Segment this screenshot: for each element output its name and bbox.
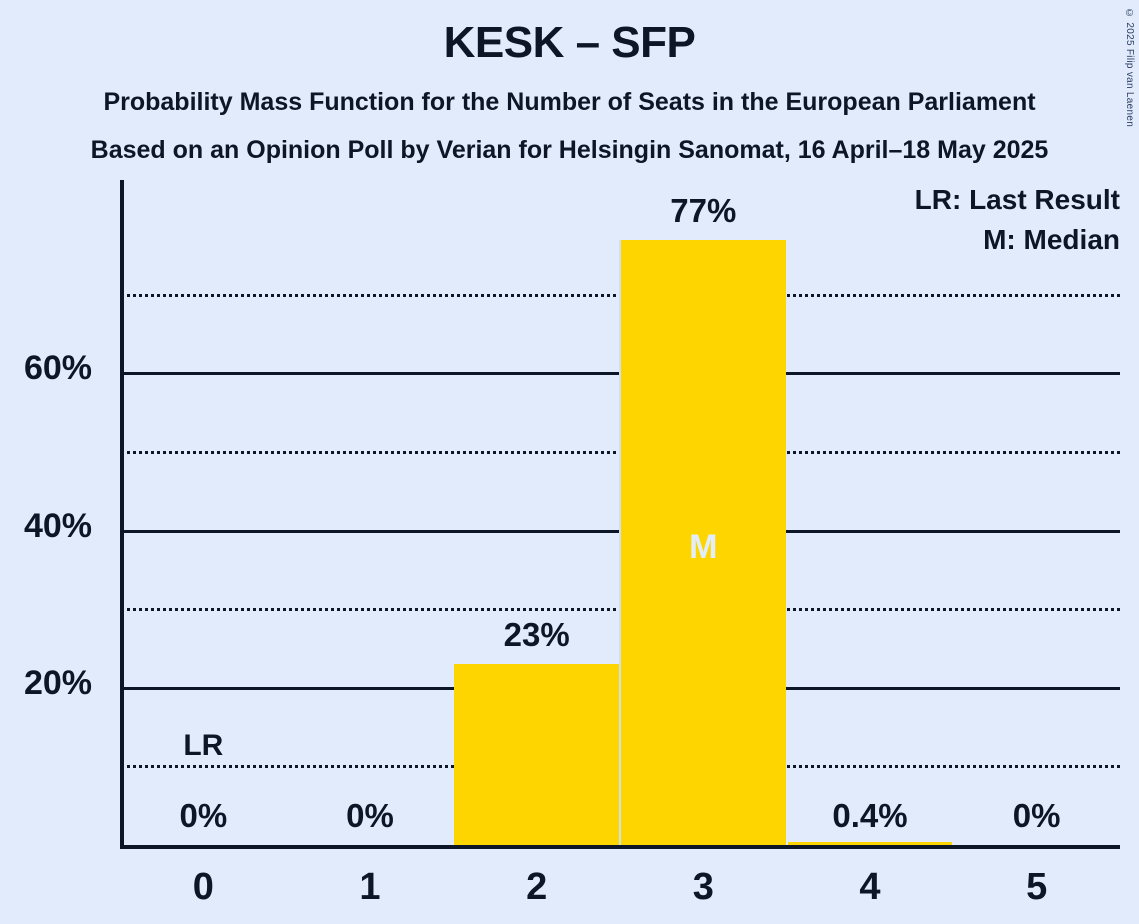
x-axis-tick-label-5: 5 <box>1026 866 1048 908</box>
y-axis-tick-label: 20% <box>23 663 92 702</box>
bar-value-label-seat-2: 23% <box>503 616 570 654</box>
chart-source-note: Based on an Opinion Poll by Verian for H… <box>90 136 1049 164</box>
bar-separator <box>619 239 622 845</box>
x-axis-tick-label-0: 0 <box>192 866 214 908</box>
bar-seat-3 <box>621 239 786 845</box>
legend-median: M: Median <box>983 224 1120 255</box>
bar-value-label-seat-3: 77% <box>670 191 737 229</box>
y-axis-tick-label: 60% <box>23 349 92 388</box>
last-result-marker: LR <box>183 729 224 763</box>
x-axis-tick-label-3: 3 <box>692 866 714 908</box>
x-axis-tick-label-4: 4 <box>859 866 881 908</box>
bar-value-label-seat-0: 0% <box>179 797 228 834</box>
chart-subtitle: Probability Mass Function for the Number… <box>103 88 1036 116</box>
y-axis-tick-label: 40% <box>23 506 92 545</box>
copyright-notice: © 2025 Filip van Laenen <box>1124 8 1135 128</box>
bar-value-label-seat-5: 0% <box>1012 797 1061 834</box>
bar-seat-2 <box>454 664 619 845</box>
y-axis-line <box>120 180 124 847</box>
legend-last-result: LR: Last Result <box>914 184 1120 215</box>
bar-value-label-seat-4: 0.4% <box>832 797 908 834</box>
chart-title: KESK – SFP <box>443 18 696 67</box>
x-axis-line <box>120 845 1120 849</box>
median-marker: M <box>689 528 718 566</box>
bar-seat-4 <box>787 841 953 845</box>
x-axis-tick-label-1: 1 <box>359 866 381 908</box>
x-axis-tick-label-2: 2 <box>526 866 548 908</box>
bar-value-label-seat-1: 0% <box>346 797 394 834</box>
